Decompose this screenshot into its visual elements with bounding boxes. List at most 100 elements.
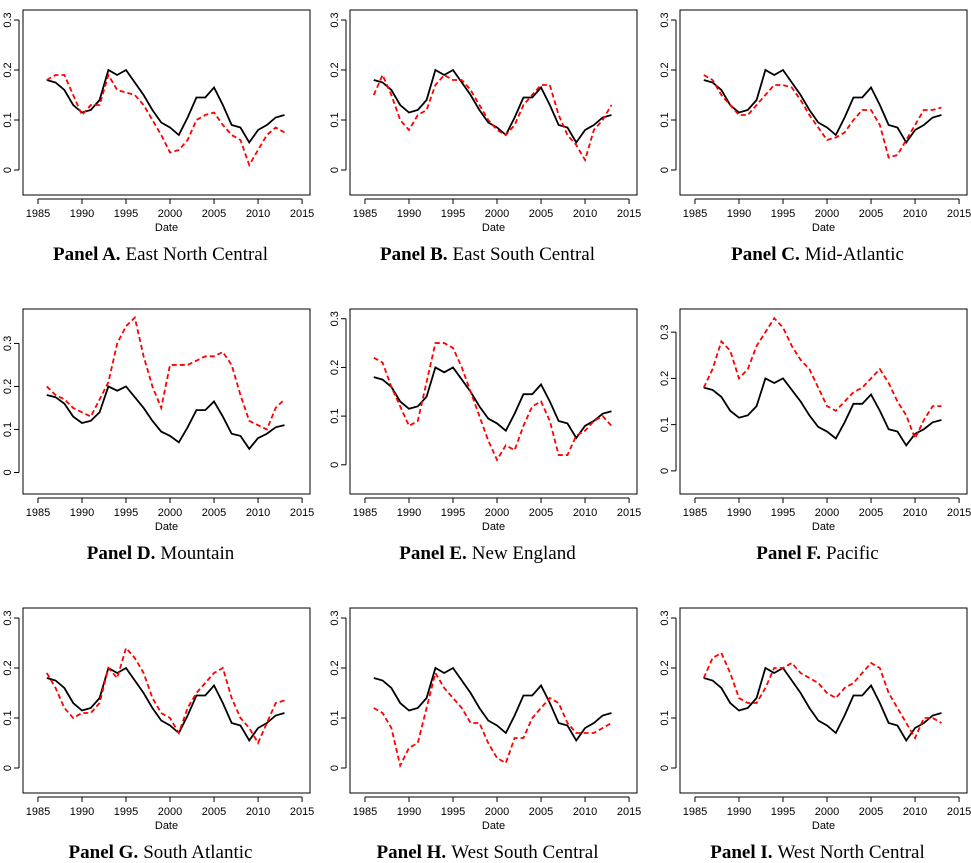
- x-axis-label: Date: [155, 820, 178, 832]
- panel-label: Panel A.: [53, 244, 121, 265]
- x-tick-label: 2005: [202, 507, 226, 519]
- x-tick-label: 2005: [529, 208, 553, 220]
- x-tick-label: 2010: [573, 208, 597, 220]
- x-tick-label: 2015: [947, 208, 971, 220]
- panel-caption: Panel I. West North Central: [710, 842, 925, 863]
- x-axis-label: Date: [812, 521, 835, 533]
- panel-title: West North Central: [778, 842, 925, 863]
- x-tick-label: 2015: [947, 507, 971, 519]
- data-line: [373, 666, 612, 743]
- x-tick-label: 2005: [529, 507, 553, 519]
- panel-label: Panel D.: [87, 543, 156, 564]
- data-line: [372, 72, 613, 163]
- y-tick-label: 0: [659, 765, 671, 771]
- panel-label: Panel E.: [399, 543, 467, 564]
- y-tick-label: 0.2: [2, 379, 14, 394]
- x-tick-label: 1990: [70, 806, 94, 818]
- y-tick-label: 0: [329, 462, 341, 468]
- x-tick-label: 2005: [529, 806, 553, 818]
- data-line: [373, 670, 612, 769]
- x-tick-label: 2000: [158, 507, 182, 519]
- x-tick-label: 1985: [26, 806, 50, 818]
- y-tick-label: 0.1: [2, 422, 14, 437]
- data-line: [46, 315, 286, 431]
- panel-title: East South Central: [453, 244, 595, 265]
- x-axis-label: Date: [482, 222, 505, 234]
- panel: 1985 1990 1995 2000 2005 2010 2015 0 0.1 0.2 0.3 Da…: [329, 9, 641, 265]
- data-line: [703, 377, 942, 448]
- panel-label: Panel F.: [756, 543, 821, 564]
- panel: 1985 1990 1995 2000 2005 2010 2015 0 0.1 0.2 0.3 Da…: [329, 607, 641, 863]
- panel-caption: Panel C. Mid-Atlantic: [731, 244, 904, 265]
- x-tick-label: 2000: [815, 806, 839, 818]
- x-tick-label: 1995: [771, 507, 795, 519]
- panel: 1985 1990 1995 2000 2005 2010 2015 0 0.1 0.2 0.3 Da…: [2, 308, 314, 564]
- plot-frame: [22, 9, 311, 196]
- plot-frame: [349, 9, 638, 196]
- y-tick-label: 0.3: [659, 610, 671, 625]
- x-tick-label: 1990: [727, 507, 751, 519]
- panel-caption: Panel H. West South Central: [377, 842, 599, 863]
- x-tick-label: 2015: [290, 806, 314, 818]
- x-tick-label: 1990: [397, 806, 421, 818]
- x-axis-label: Date: [482, 521, 505, 533]
- y-tick-label: 0.3: [329, 610, 341, 625]
- x-tick-label: 1995: [114, 806, 138, 818]
- x-tick-label: 1985: [353, 208, 377, 220]
- y-tick-label: 0.2: [2, 660, 14, 675]
- x-tick-label: 2015: [617, 507, 641, 519]
- data-line: [703, 666, 942, 743]
- data-line: [373, 68, 612, 145]
- panel: 1985 1990 1995 2000 2005 2010 2015 0 0.1 0.2 0.3 Da…: [2, 607, 314, 863]
- y-tick-label: 0.1: [2, 112, 14, 127]
- x-tick-label: 2010: [246, 507, 270, 519]
- plot-frame: [22, 607, 311, 794]
- x-axis-label: Date: [812, 820, 835, 832]
- x-tick-label: 2005: [202, 806, 226, 818]
- data-line: [46, 72, 285, 168]
- x-tick-label: 1995: [441, 806, 465, 818]
- x-tick-label: 2005: [859, 208, 883, 220]
- y-tick-label: 0.1: [659, 417, 671, 432]
- x-tick-label: 2000: [485, 507, 509, 519]
- data-line: [46, 68, 285, 145]
- y-tick-label: 0.3: [2, 610, 14, 625]
- x-tick-label: 2005: [859, 806, 883, 818]
- x-tick-label: 2015: [617, 208, 641, 220]
- x-tick-label: 2010: [573, 507, 597, 519]
- panel-caption: Panel B. East South Central: [380, 244, 595, 265]
- y-tick-label: 0.3: [659, 12, 671, 27]
- y-tick-label: 0: [2, 469, 14, 475]
- x-tick-label: 2015: [290, 208, 314, 220]
- x-tick-label: 2010: [903, 208, 927, 220]
- data-line: [702, 316, 942, 441]
- x-tick-label: 2000: [158, 208, 182, 220]
- panel: 1985 1990 1995 2000 2005 2010 2015 0 0.1 0.2 0.3 Da…: [329, 308, 641, 564]
- y-tick-label: 0.1: [329, 408, 341, 423]
- x-tick-label: 1990: [397, 507, 421, 519]
- x-tick-label: 1990: [397, 208, 421, 220]
- panel-title: New England: [472, 543, 576, 564]
- panel: 1985 1990 1995 2000 2005 2010 2015 0 0.1 0.2 0.3 Da…: [659, 308, 971, 564]
- y-tick-label: 0.3: [659, 324, 671, 339]
- y-tick-label: 0: [329, 167, 341, 173]
- x-axis-label: Date: [155, 222, 178, 234]
- data-line: [373, 366, 612, 440]
- panel-title: Pacific: [826, 543, 879, 564]
- y-tick-label: 0.1: [329, 710, 341, 725]
- x-tick-label: 2005: [202, 208, 226, 220]
- y-tick-label: 0: [2, 167, 14, 173]
- data-line: [702, 651, 942, 740]
- y-tick-label: 0.2: [329, 62, 341, 77]
- panel-caption: Panel D. Mountain: [87, 543, 235, 564]
- x-tick-label: 1985: [26, 507, 50, 519]
- x-axis-label: Date: [155, 521, 178, 533]
- x-tick-label: 1985: [353, 507, 377, 519]
- panel-label: Panel H.: [377, 842, 447, 863]
- panel-title: East North Central: [126, 244, 268, 265]
- y-tick-label: 0.1: [659, 112, 671, 127]
- x-tick-label: 2005: [859, 507, 883, 519]
- x-tick-label: 1985: [353, 806, 377, 818]
- panel: 1985 1990 1995 2000 2005 2010 2015 0 0.1 0.2 0.3 Da…: [659, 607, 971, 863]
